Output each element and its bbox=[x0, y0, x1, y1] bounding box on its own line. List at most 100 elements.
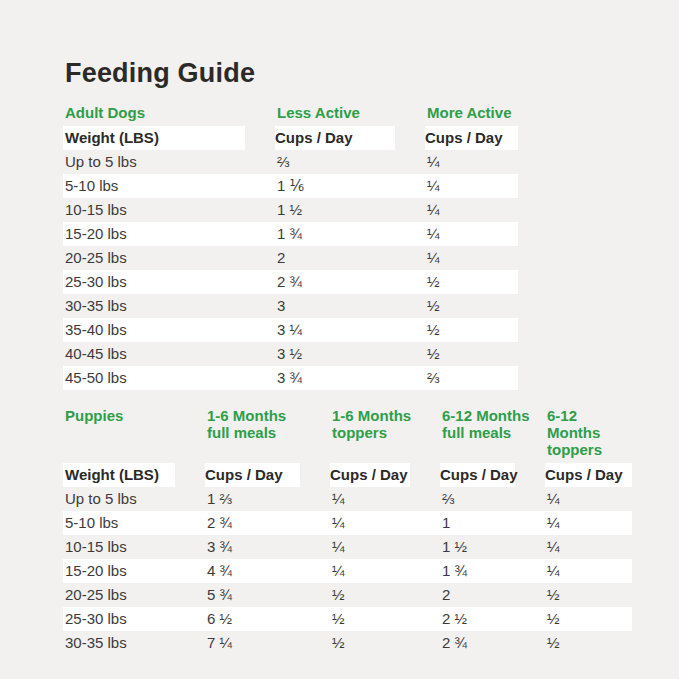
meals-1-6-cell: 4 ¾ bbox=[205, 559, 330, 583]
less-active-cell: 3 ¾ bbox=[275, 366, 425, 390]
table-row: 20-25 lbs 2 ¼ bbox=[63, 246, 518, 270]
column-header-6-12-months-full-meals: 6-12 Months full meals bbox=[440, 407, 545, 441]
table-row: 30-35 lbs 7 ¼ ½ 2 ¾ ½ bbox=[63, 631, 632, 655]
table-row: Up to 5 lbs 1 ⅔ ¼ ⅔ ¼ bbox=[63, 487, 632, 511]
more-active-cell: ¼ bbox=[425, 198, 518, 222]
weight-cell: 15-20 lbs bbox=[63, 222, 275, 246]
table-row: 45-50 lbs 3 ¾ ⅔ bbox=[63, 366, 518, 390]
less-active-cell: 1 ¾ bbox=[275, 222, 425, 246]
weight-header: Weight (LBS) bbox=[63, 463, 205, 487]
meals-6-12-cell: 2 bbox=[440, 583, 545, 607]
cups-per-day-header: Cups / Day bbox=[205, 463, 330, 487]
cups-per-day-header: Cups / Day bbox=[330, 463, 440, 487]
toppers-1-6-cell: ¼ bbox=[330, 535, 440, 559]
meals-6-12-cell: 1 ½ bbox=[440, 535, 545, 559]
puppies-table: Puppies 1-6 Months full meals 1-6 Months… bbox=[63, 407, 632, 655]
less-active-cell: 3 bbox=[275, 294, 425, 318]
cups-per-day-header: Cups / Day bbox=[425, 126, 518, 150]
weight-cell: 30-35 lbs bbox=[63, 631, 205, 655]
cups-per-day-header: Cups / Day bbox=[545, 463, 632, 487]
feeding-guide-page: Feeding Guide Adult Dogs Less Active Mor… bbox=[0, 0, 679, 655]
less-active-cell: 1 ⅙ bbox=[275, 174, 425, 198]
section-label-puppies: Puppies bbox=[63, 407, 205, 424]
meals-6-12-cell: ⅔ bbox=[440, 487, 545, 511]
weight-cell: 5-10 lbs bbox=[63, 511, 205, 535]
meals-1-6-cell: 1 ⅔ bbox=[205, 487, 330, 511]
table-row: Up to 5 lbs ⅔ ¼ bbox=[63, 150, 518, 174]
weight-cell: 20-25 lbs bbox=[63, 246, 275, 270]
meals-6-12-cell: 2 ¾ bbox=[440, 631, 545, 655]
table-row: 5-10 lbs 1 ⅙ ¼ bbox=[63, 174, 518, 198]
more-active-cell: ¼ bbox=[425, 222, 518, 246]
weight-cell: 20-25 lbs bbox=[63, 583, 205, 607]
weight-cell: Up to 5 lbs bbox=[63, 150, 275, 174]
adult-table-subheader-row: Weight (LBS) Cups / Day Cups / Day bbox=[63, 126, 518, 150]
toppers-6-12-cell: ¼ bbox=[545, 535, 632, 559]
meals-1-6-cell: 7 ¼ bbox=[205, 631, 330, 655]
table-row: 15-20 lbs 4 ¾ ¼ 1 ¾ ¼ bbox=[63, 559, 632, 583]
age-header-line1: 6-12 Months bbox=[547, 407, 632, 441]
table-row: 20-25 lbs 5 ¾ ½ 2 ½ bbox=[63, 583, 632, 607]
meals-1-6-cell: 2 ¾ bbox=[205, 511, 330, 535]
more-active-cell: ¼ bbox=[425, 150, 518, 174]
table-row: 10-15 lbs 3 ¾ ¼ 1 ½ ¼ bbox=[63, 535, 632, 559]
less-active-cell: ⅔ bbox=[275, 150, 425, 174]
weight-cell: 25-30 lbs bbox=[63, 270, 275, 294]
column-header-more-active: More Active bbox=[425, 104, 518, 121]
table-row: 25-30 lbs 2 ¾ ½ bbox=[63, 270, 518, 294]
toppers-1-6-cell: ¼ bbox=[330, 511, 440, 535]
meals-6-12-cell: 2 ½ bbox=[440, 607, 545, 631]
meals-6-12-cell: 1 ¾ bbox=[440, 559, 545, 583]
age-header-line1: 1-6 Months bbox=[207, 407, 330, 424]
age-header-line2: toppers bbox=[547, 441, 632, 458]
page-title: Feeding Guide bbox=[63, 58, 679, 88]
more-active-cell: ¼ bbox=[425, 174, 518, 198]
weight-cell: Up to 5 lbs bbox=[63, 487, 205, 511]
cups-per-day-header: Cups / Day bbox=[440, 463, 545, 487]
toppers-6-12-cell: ¼ bbox=[545, 559, 632, 583]
table-row: 15-20 lbs 1 ¾ ¼ bbox=[63, 222, 518, 246]
toppers-6-12-cell: ½ bbox=[545, 607, 632, 631]
weight-cell: 30-35 lbs bbox=[63, 294, 275, 318]
toppers-6-12-cell: ½ bbox=[545, 631, 632, 655]
cups-per-day-header: Cups / Day bbox=[275, 126, 425, 150]
toppers-1-6-cell: ½ bbox=[330, 607, 440, 631]
toppers-6-12-cell: ½ bbox=[545, 583, 632, 607]
less-active-cell: 2 bbox=[275, 246, 425, 270]
meals-6-12-cell: 1 bbox=[440, 511, 545, 535]
table-row: 30-35 lbs 3 ½ bbox=[63, 294, 518, 318]
age-header-line2: toppers bbox=[332, 424, 440, 441]
toppers-6-12-cell: ¼ bbox=[545, 487, 632, 511]
more-active-cell: ½ bbox=[425, 270, 518, 294]
toppers-6-12-cell: ¼ bbox=[545, 511, 632, 535]
puppies-table-subheader-row: Weight (LBS) Cups / Day Cups / Day Cups … bbox=[63, 463, 632, 487]
adult-dogs-table: Adult Dogs Less Active More Active Weigh… bbox=[63, 104, 518, 390]
weight-header: Weight (LBS) bbox=[63, 126, 275, 150]
section-label-adult-dogs: Adult Dogs bbox=[63, 104, 275, 121]
column-header-1-6-months-toppers: 1-6 Months toppers bbox=[330, 407, 440, 441]
more-active-cell: ¼ bbox=[425, 246, 518, 270]
column-header-1-6-months-full-meals: 1-6 Months full meals bbox=[205, 407, 330, 441]
table-row: 35-40 lbs 3 ¼ ½ bbox=[63, 318, 518, 342]
age-header-line2: full meals bbox=[442, 424, 545, 441]
weight-cell: 45-50 lbs bbox=[63, 366, 275, 390]
meals-1-6-cell: 5 ¾ bbox=[205, 583, 330, 607]
less-active-cell: 2 ¾ bbox=[275, 270, 425, 294]
less-active-cell: 3 ¼ bbox=[275, 318, 425, 342]
table-row: 25-30 lbs 6 ½ ½ 2 ½ ½ bbox=[63, 607, 632, 631]
weight-cell: 10-15 lbs bbox=[63, 198, 275, 222]
less-active-cell: 1 ½ bbox=[275, 198, 425, 222]
weight-cell: 35-40 lbs bbox=[63, 318, 275, 342]
age-header-line1: 6-12 Months bbox=[442, 407, 545, 424]
more-active-cell: ½ bbox=[425, 318, 518, 342]
toppers-1-6-cell: ¼ bbox=[330, 487, 440, 511]
column-header-6-12-months-toppers: 6-12 Months toppers bbox=[545, 407, 632, 458]
toppers-1-6-cell: ¼ bbox=[330, 559, 440, 583]
toppers-1-6-cell: ½ bbox=[330, 583, 440, 607]
weight-cell: 40-45 lbs bbox=[63, 342, 275, 366]
meals-1-6-cell: 6 ½ bbox=[205, 607, 330, 631]
adult-section-header-row: Adult Dogs Less Active More Active bbox=[63, 104, 518, 126]
weight-cell: 10-15 lbs bbox=[63, 535, 205, 559]
toppers-1-6-cell: ½ bbox=[330, 631, 440, 655]
age-header-line2: full meals bbox=[207, 424, 330, 441]
